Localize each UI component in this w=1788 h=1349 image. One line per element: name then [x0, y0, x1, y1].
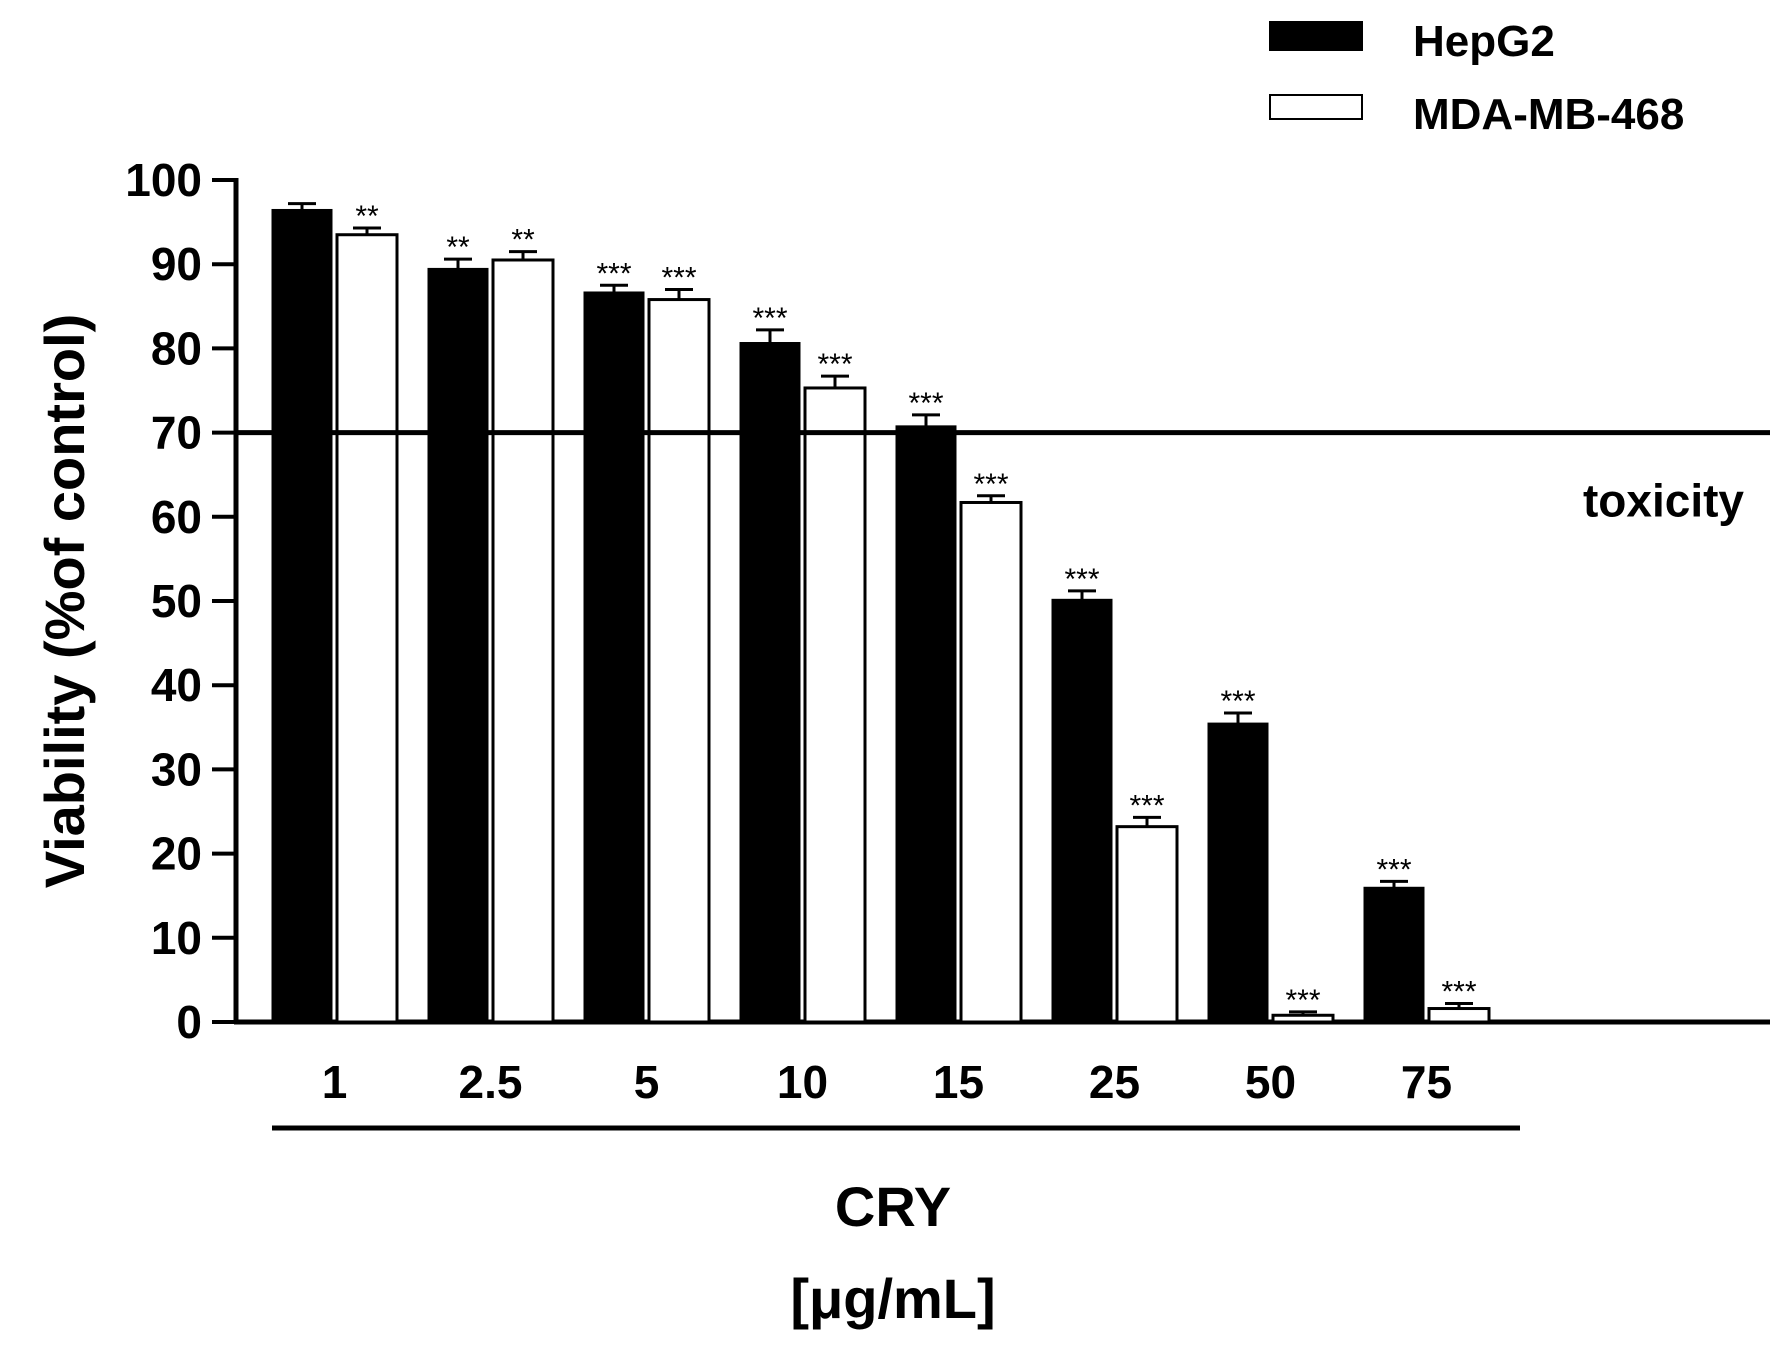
y-tick-label: 100	[125, 154, 202, 206]
bar-mda-mb-468-5	[647, 298, 711, 1024]
y-tick-label: 0	[176, 996, 202, 1048]
significance-label: ***	[752, 302, 787, 335]
x-tick-label: 75	[1401, 1056, 1452, 1108]
bar-hepg2-1	[271, 208, 333, 1023]
legend: HepG2 MDA-MB-468	[1269, 17, 1684, 139]
y-tick-label: 90	[151, 238, 202, 290]
significance-label: ***	[817, 348, 852, 381]
x-tick-label: 2.5	[459, 1056, 523, 1108]
legend-swatch-hepg2	[1269, 21, 1363, 51]
significance-label: ***	[596, 257, 631, 290]
significance-label: ***	[908, 387, 943, 420]
significance-label: **	[355, 200, 379, 233]
significance-label: ***	[1220, 685, 1255, 718]
bar-mda-mb-468-75	[1427, 1007, 1491, 1024]
y-tick-label: 40	[151, 659, 202, 711]
y-tick-label: 70	[151, 407, 202, 459]
y-tick-label: 30	[151, 743, 202, 795]
bar-hepg2-25	[1051, 598, 1113, 1023]
x-tick-label: 25	[1089, 1056, 1140, 1108]
y-tick-label: 20	[151, 828, 202, 880]
bar-hepg2-15	[895, 425, 957, 1023]
bar-mda-mb-468-25	[1115, 825, 1179, 1024]
significance-label: ***	[1129, 789, 1164, 822]
toxicity-label: toxicity	[1583, 475, 1744, 527]
legend-swatch-mda-mb-468	[1269, 94, 1363, 120]
y-tick-label: 50	[151, 575, 202, 627]
significance-label: ***	[1376, 853, 1411, 886]
significance-label: **	[446, 231, 470, 264]
x-tick-label: 1	[322, 1056, 348, 1108]
bars: **** ***** *******************************…	[271, 200, 1491, 1024]
legend-label-mda-mb-468: MDA-MB-468	[1413, 90, 1684, 139]
x-tick-label: 10	[777, 1056, 828, 1108]
bar-hepg2-10	[739, 342, 801, 1023]
bar-hepg2-2-5	[427, 267, 489, 1023]
x-tick-label: 50	[1245, 1056, 1296, 1108]
x-tick-label: 15	[933, 1056, 984, 1108]
bar-hepg2-50	[1207, 722, 1269, 1023]
x-tick-label: 5	[634, 1056, 660, 1108]
y-tick-label: 60	[151, 491, 202, 543]
significance-label: ***	[1064, 563, 1099, 596]
bar-mda-mb-468-2-5	[491, 258, 555, 1024]
bar-hepg2-75	[1363, 886, 1425, 1023]
x-axis-unit: [μg/mL]	[790, 1267, 995, 1330]
y-axis-title: Viability (%of control)	[33, 314, 96, 889]
legend-label-hepg2: HepG2	[1413, 17, 1555, 66]
x-axis-title: CRY	[835, 1175, 951, 1238]
y-tick-label: 80	[151, 322, 202, 374]
significance-label: ***	[1285, 984, 1320, 1017]
y-ticks: 0 10 20 30 40 50 60 70 80 90 100	[125, 154, 236, 1048]
x-tick-labels: 1 2.5 5 10 15 25 50 75	[322, 1056, 1452, 1108]
bar-mda-mb-468-15	[959, 500, 1023, 1024]
bar-hepg2-5	[583, 291, 645, 1023]
y-tick-label: 10	[151, 912, 202, 964]
bar-mda-mb-468-10	[803, 386, 867, 1024]
significance-label: **	[511, 224, 535, 257]
significance-label: ***	[1441, 975, 1476, 1008]
significance-label: ***	[973, 468, 1008, 501]
bar-mda-mb-468-1	[335, 233, 399, 1024]
significance-label: ***	[661, 261, 696, 294]
